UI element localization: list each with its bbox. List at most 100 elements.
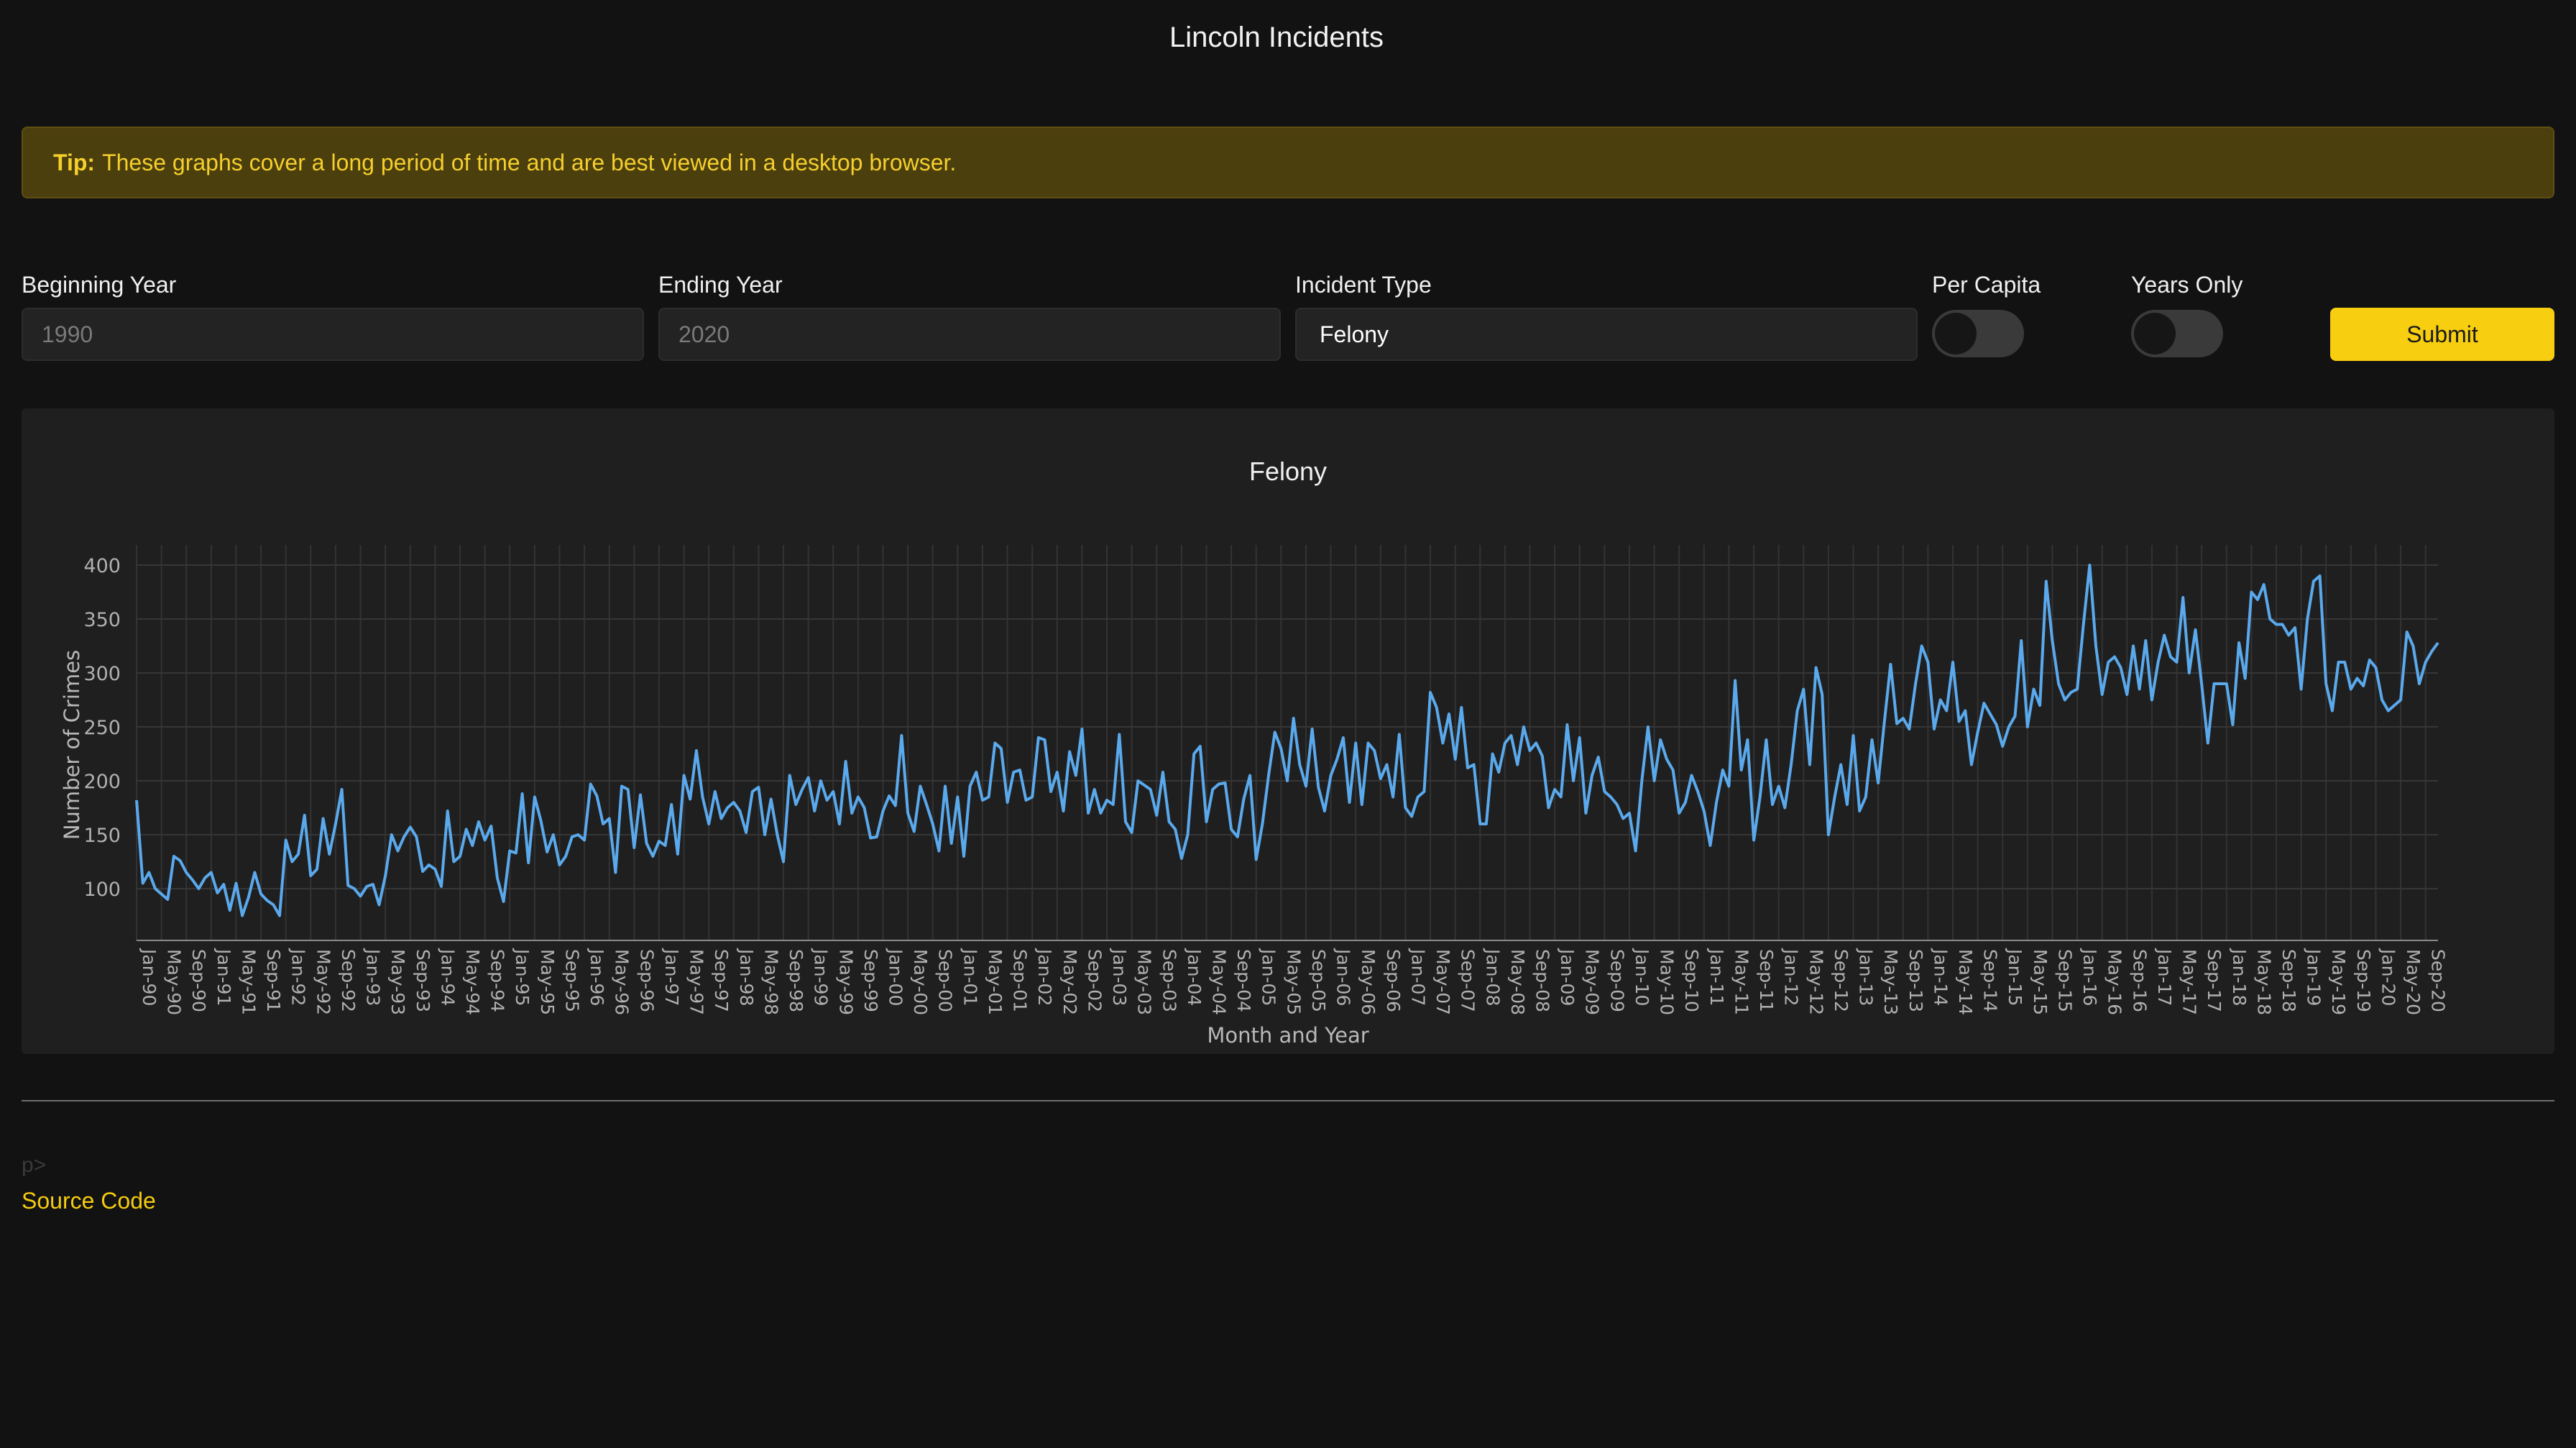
felony-series-line [135,564,2439,917]
x-tick-label: May-98 [760,949,781,1015]
y-tick-label: 300 [83,663,121,685]
per-capita-label: Per Capita [1932,272,2041,298]
x-tick-label: Jan-91 [213,948,234,1006]
x-tick-label: Sep-98 [786,949,806,1012]
source-code-link[interactable]: Source Code [22,1188,156,1214]
y-axis-label: Number of Crimes [60,650,84,840]
x-tick-label: May-99 [835,949,856,1015]
x-tick-label: Jan-13 [1856,948,1877,1006]
x-tick-label: Jan-20 [2378,948,2398,1006]
x-tick-label: Jan-00 [885,948,906,1006]
divider [22,1100,2554,1101]
x-tick-label: May-91 [238,949,259,1015]
x-tick-label: Sep-17 [2204,949,2225,1012]
ending-year-label: Ending Year [658,272,783,298]
x-tick-label: May-94 [462,949,483,1015]
x-tick-label: Jan-03 [1109,948,1130,1006]
x-tick-label: Jan-95 [512,948,533,1006]
x-tick-label: May-15 [2030,949,2051,1015]
x-tick-label: Jan-05 [1259,948,1279,1006]
beginning-year-input[interactable]: 1990 [22,308,644,361]
y-tick-label: 100 [83,879,121,901]
x-tick-label: May-19 [2328,949,2349,1015]
x-tick-label: Sep-96 [636,949,657,1012]
x-tick-label: Sep-01 [1010,949,1031,1012]
x-tick-label: Jan-92 [288,948,309,1006]
x-tick-label: Jan-01 [960,948,980,1006]
x-tick-label: Jan-06 [1333,948,1354,1006]
x-tick-label: May-18 [2253,949,2274,1015]
x-tick-label: May-17 [2179,949,2200,1015]
x-tick-label: Sep-99 [860,949,881,1012]
x-tick-label: Sep-15 [2054,949,2075,1012]
x-tick-label: Jan-93 [363,948,384,1006]
x-tick-label: Jan-02 [1034,948,1055,1006]
x-tick-label: Sep-93 [413,949,433,1012]
x-tick-label: Jan-94 [437,948,458,1006]
x-tick-label: Sep-97 [711,949,732,1012]
x-tick-label: Jan-98 [736,948,757,1006]
x-tick-label: Sep-92 [338,949,359,1012]
tip-label: Tip: [53,149,96,175]
chart-card: 100 150 200 250 300 350 400 Jan-90 May-90 Sep-90… [22,408,2554,1054]
felony-line-chart: 100 150 200 250 300 350 400 Jan-90 May-90 Sep-90… [60,457,2449,1048]
y-tick-label: 150 [83,825,121,847]
x-tick-label: May-13 [1880,949,1901,1015]
x-tick-label: May-02 [1059,949,1080,1015]
x-tick-label: Sep-06 [1383,949,1404,1012]
x-tick-label: Sep-09 [1606,949,1627,1012]
x-tick-label: Jan-10 [1632,948,1652,1006]
x-tick-label: Jan-08 [1482,948,1503,1006]
x-tick-label: Sep-16 [2129,949,2150,1012]
x-tick-label: May-03 [1134,949,1155,1015]
x-tick-label: Jan-11 [1706,948,1727,1006]
x-tick-label: Sep-03 [1159,949,1179,1012]
submit-button[interactable]: Submit [2330,308,2554,361]
x-tick-label: May-08 [1507,949,1528,1015]
per-capita-toggle[interactable] [1932,310,2024,357]
x-tick-label: Jan-16 [2079,948,2100,1006]
years-only-toggle-knob [2134,313,2176,354]
x-tick-label: Jan-19 [2304,948,2324,1006]
x-tick-label: Jan-18 [2229,948,2250,1006]
x-tick-label: May-01 [985,949,1006,1015]
x-tick-label: May-11 [1731,949,1752,1015]
y-tick-label: 350 [83,609,121,631]
beginning-year-label: Beginning Year [22,272,177,298]
x-tick-label: Jan-09 [1557,948,1578,1006]
x-tick-label: Sep-12 [1831,949,1852,1012]
x-tick-label: May-04 [1208,949,1229,1015]
x-tick-label: Sep-05 [1308,949,1329,1012]
years-only-toggle[interactable] [2131,310,2223,357]
ending-year-input[interactable]: 2020 [658,308,1281,361]
x-tick-label: May-20 [2403,949,2424,1015]
tip-text: These graphs cover a long period of time… [102,149,957,175]
x-tick-label: Sep-00 [935,949,956,1012]
x-tick-label: Sep-19 [2353,949,2374,1012]
x-tick-label: Jan-99 [811,948,832,1006]
x-tick-label: May-06 [1358,949,1379,1015]
x-tick-label: Sep-20 [2428,949,2449,1012]
x-tick-label: Sep-90 [188,949,209,1012]
x-tick-label: Jan-90 [139,948,160,1006]
x-tick-label: Jan-04 [1184,948,1205,1006]
x-tick-label: May-97 [686,949,707,1015]
x-tick-label: Sep-04 [1233,949,1254,1012]
x-tick-label: Sep-94 [487,949,508,1012]
x-tick-label: May-16 [2104,949,2125,1015]
x-tick-label: Sep-91 [263,949,284,1012]
incident-type-select[interactable]: Felony [1295,308,1918,361]
x-tick-label: Sep-95 [561,949,582,1012]
per-capita-toggle-knob [1935,313,1977,354]
x-tick-label: Jan-97 [661,948,682,1006]
x-tick-label: May-09 [1582,949,1603,1015]
x-tick-label: May-92 [313,949,334,1015]
x-axis-label: Month and Year [1207,1023,1368,1048]
x-tick-label: Jan-15 [2005,948,2025,1006]
x-tick-label: Jan-07 [1407,948,1428,1006]
x-tick-label: May-95 [537,949,558,1015]
x-tick-label: May-14 [1955,949,1976,1015]
x-tick-label: Sep-11 [1756,949,1777,1012]
x-tick-label: May-00 [910,949,931,1015]
x-tick-label: Sep-08 [1532,949,1553,1012]
